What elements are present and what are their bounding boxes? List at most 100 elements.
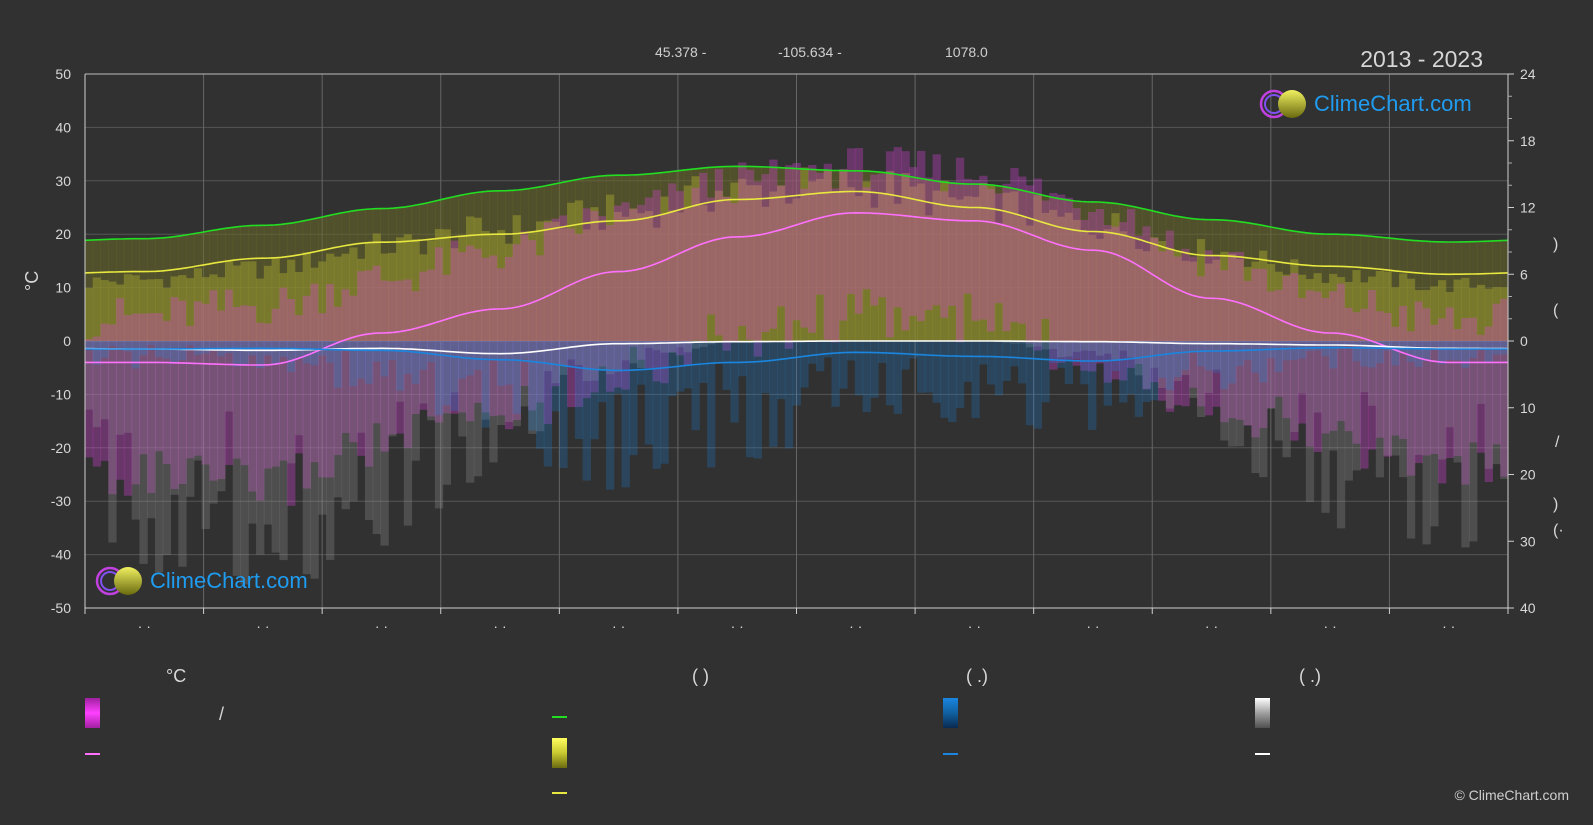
temp-range-bar: [994, 193, 1004, 304]
temp-range-bar: [1126, 209, 1136, 368]
rain-bar: [940, 341, 949, 418]
rain-bar: [1375, 341, 1385, 364]
right-axis-glyph-1: ): [1553, 236, 1559, 253]
temp-range-bar: [901, 151, 910, 331]
snow-bar: [1235, 341, 1245, 447]
snow-bar: [668, 341, 677, 353]
rain-bar: [380, 341, 389, 377]
snow-bar: [380, 341, 389, 546]
sunshine-bar: [652, 227, 661, 341]
temp-range-bar: [512, 244, 521, 421]
snow-bar: [170, 341, 179, 495]
snow-bar: [310, 341, 319, 579]
temp-range-bar: [1414, 301, 1423, 464]
snow-bar: [629, 341, 638, 364]
snow-bar: [1173, 341, 1182, 382]
temp-range-bar: [224, 289, 234, 465]
sunshine-bar: [629, 208, 638, 341]
rain-bar: [901, 341, 910, 370]
snow-bar: [403, 341, 413, 526]
temp-range-bar: [738, 162, 747, 326]
rain-bar: [1150, 341, 1159, 401]
rain-bar: [971, 341, 980, 418]
rain-bar: [403, 341, 413, 374]
sunshine-bar: [1002, 192, 1011, 341]
temp-range-bar: [520, 231, 529, 387]
sunshine-bar: [567, 202, 576, 341]
brand-name-top: ClimeChart.com: [1314, 91, 1472, 116]
rain-bar: [551, 341, 560, 412]
rain-bar: [1406, 341, 1416, 362]
temp-range-bar: [870, 174, 879, 306]
sunshine-bar: [388, 252, 397, 341]
sunshine-bar: [714, 190, 724, 341]
snow-bar: [543, 341, 553, 372]
right-tick-label: 18: [1520, 133, 1536, 149]
temp-range-bar: [310, 283, 319, 463]
temp-range-bar: [909, 167, 918, 316]
sunshine-bar: [481, 230, 490, 341]
temp-range-bar: [108, 324, 117, 495]
temp-range-bar: [1368, 289, 1377, 450]
sunshine-bar: [232, 265, 242, 341]
snow-bar: [1469, 341, 1478, 542]
snow-bar: [1336, 341, 1346, 529]
sunshine-bar: [878, 193, 887, 341]
legend-swatch-rain: [943, 698, 958, 728]
sunshine-bar: [240, 261, 249, 341]
sunshine-bar: [862, 181, 871, 341]
sunshine-bar: [854, 196, 864, 341]
sunshine-bar: [1134, 248, 1144, 341]
snow-bar: [116, 341, 125, 435]
temp-range-bar: [1150, 237, 1159, 383]
brand-logo-bottom[interactable]: ClimeChart.com: [94, 565, 308, 597]
temp-range-bar: [1010, 167, 1019, 323]
temp-range-bar: [1344, 307, 1353, 432]
snow-bar: [1290, 341, 1299, 432]
temp-range-bar: [1158, 251, 1167, 401]
sunshine-bar: [458, 235, 467, 341]
temp-range-bar: [1119, 222, 1128, 381]
sunshine-bar: [504, 243, 514, 341]
temp-range-bar: [489, 255, 498, 417]
sunshine-bar: [497, 230, 506, 341]
temp-range-bar: [613, 205, 623, 388]
snow-bar: [1259, 341, 1268, 478]
temp-range-bar: [605, 225, 615, 392]
brand-logo-top[interactable]: ClimeChart.com: [1258, 88, 1472, 120]
legend-head-rain: ( .): [966, 666, 988, 686]
sunshine-bar: [1080, 230, 1089, 341]
rain-bar: [528, 341, 537, 431]
rain-bar: [1290, 341, 1299, 360]
sunshine-bar: [1064, 212, 1074, 341]
rain-bar: [784, 341, 794, 449]
sunshine-bar: [1438, 280, 1447, 341]
series-line-sunshine: [84, 190, 1509, 276]
snow-bar: [1010, 341, 1019, 344]
rain-bar: [1002, 341, 1011, 381]
rain-bar: [1368, 341, 1377, 368]
temp-range-bar: [574, 233, 584, 407]
sunshine-bar: [745, 185, 755, 341]
temp-range-bar: [536, 255, 545, 403]
rain-bar: [668, 341, 677, 397]
rain-bar: [108, 341, 117, 346]
rain-bar: [341, 341, 350, 349]
temp-range-bar: [979, 175, 988, 320]
sunshine-bar: [1088, 234, 1097, 341]
temp-range-bar: [1298, 297, 1307, 424]
sunshine-bar: [1056, 216, 1066, 341]
rain-bar: [605, 341, 615, 490]
sunshine-bar: [1336, 277, 1346, 341]
snow-bar: [1352, 341, 1361, 471]
snow-bar: [1041, 341, 1050, 350]
x-tick-label: · ·: [1324, 618, 1337, 634]
snow-bar: [1414, 341, 1423, 455]
rain-bar: [520, 341, 529, 360]
temp-range-bar: [1391, 326, 1400, 436]
sunshine-bar: [1469, 287, 1478, 341]
temp-range-bar: [1375, 311, 1385, 438]
sunshine-bar: [1453, 279, 1462, 341]
snow-bar: [1158, 341, 1167, 389]
snow-bar: [528, 341, 537, 434]
